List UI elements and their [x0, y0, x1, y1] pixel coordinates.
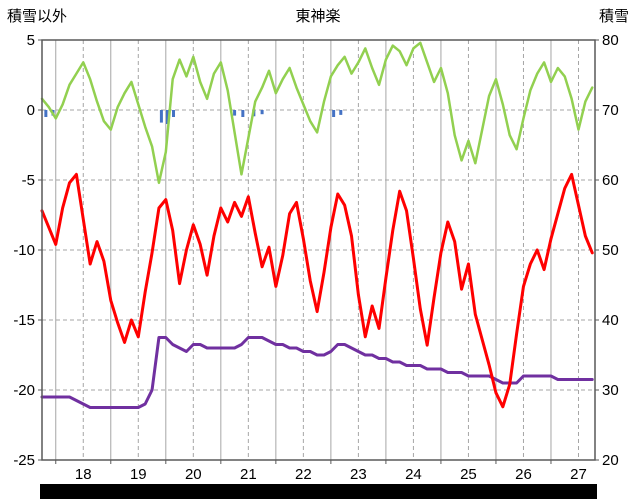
svg-text:26: 26 [515, 466, 532, 483]
svg-text:20: 20 [602, 452, 619, 469]
chart-title: 東神楽 [295, 8, 341, 25]
svg-text:30: 30 [602, 382, 619, 399]
svg-text:-20: -20 [13, 382, 35, 399]
svg-text:-15: -15 [13, 312, 35, 329]
svg-text:22: 22 [295, 466, 312, 483]
svg-text:-25: -25 [13, 452, 35, 469]
svg-text:5: 5 [27, 32, 35, 49]
timeline-scrollbar[interactable] [40, 484, 597, 499]
svg-text:-5: -5 [22, 172, 35, 189]
svg-text:27: 27 [570, 466, 587, 483]
svg-text:20: 20 [185, 466, 202, 483]
svg-text:18: 18 [75, 466, 92, 483]
svg-text:60: 60 [602, 172, 619, 189]
svg-text:40: 40 [602, 312, 619, 329]
svg-text:-10: -10 [13, 242, 35, 259]
svg-text:50: 50 [602, 242, 619, 259]
svg-text:0: 0 [27, 102, 35, 119]
svg-text:19: 19 [130, 466, 147, 483]
svg-text:70: 70 [602, 102, 619, 119]
svg-text:23: 23 [350, 466, 367, 483]
left-axis-title: 積雪以外 [7, 8, 68, 25]
svg-text:24: 24 [405, 466, 422, 483]
right-axis-title: 積雪 [598, 8, 629, 25]
svg-text:80: 80 [602, 32, 619, 49]
svg-text:21: 21 [240, 466, 257, 483]
svg-text:25: 25 [460, 466, 477, 483]
